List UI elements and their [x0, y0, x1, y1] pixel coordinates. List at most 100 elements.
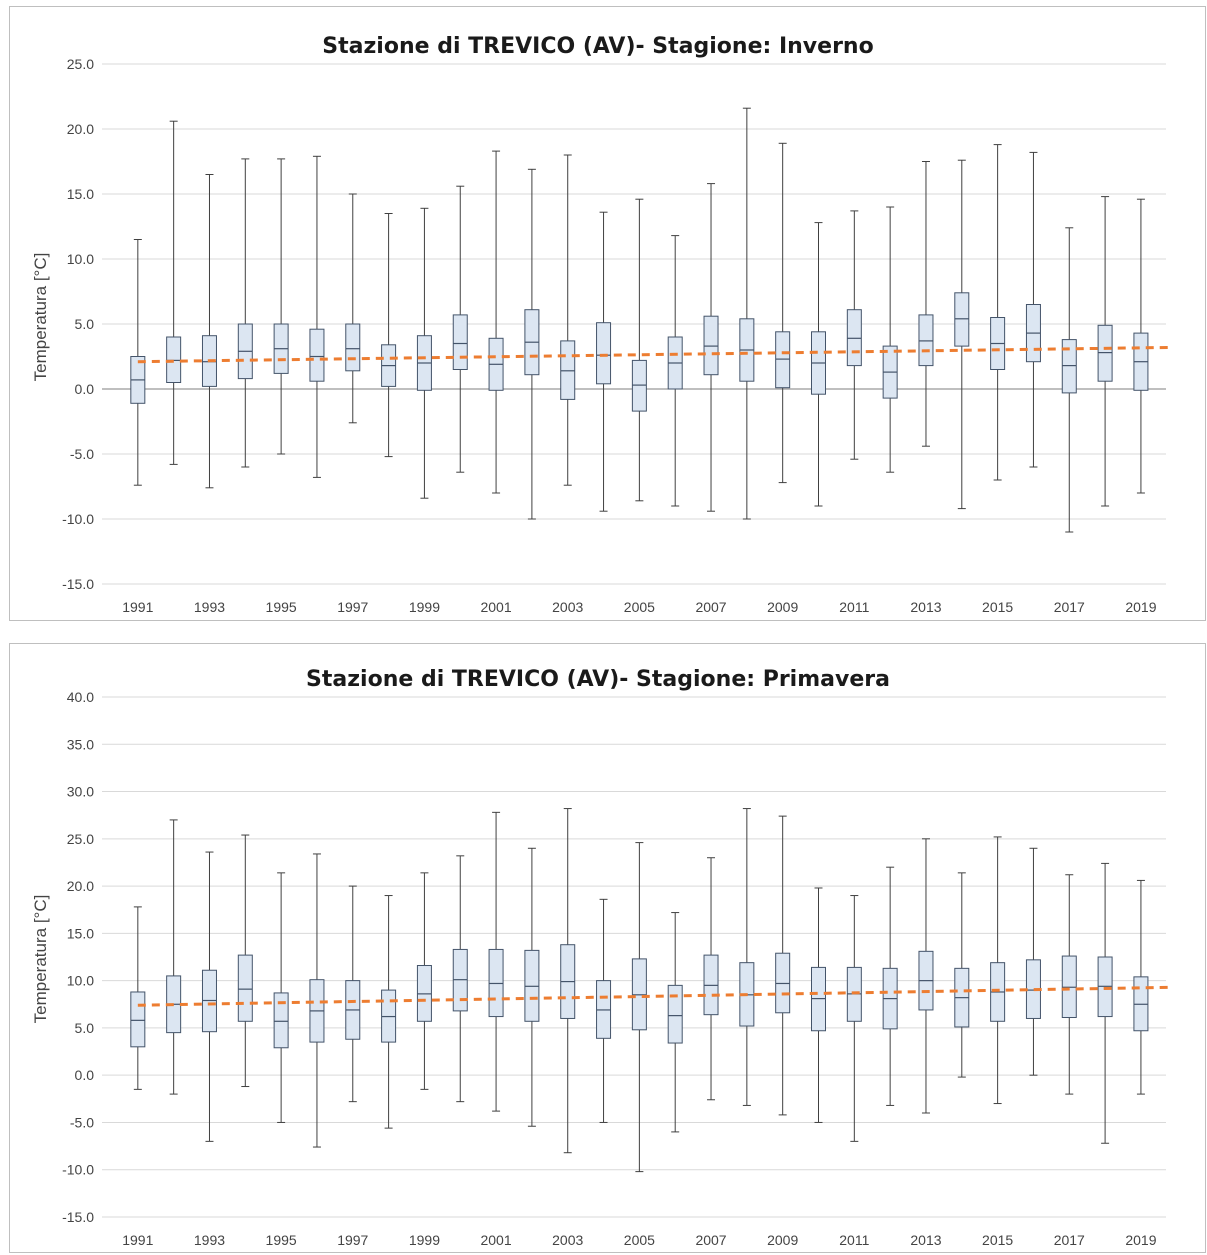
- box-iqr: [703, 315, 719, 376]
- x-tick-label: 2015: [982, 1232, 1013, 1248]
- box-iqr: [273, 992, 289, 1049]
- chart-inverno: Stazione di TREVICO (AV)- Stagione: Inve…: [31, 34, 1174, 615]
- box-1999: [416, 872, 432, 1090]
- box-2009: [775, 815, 791, 1116]
- box-1999: [416, 207, 432, 499]
- x-tick-label: 2011: [839, 1232, 869, 1248]
- box-2001: [488, 150, 504, 494]
- box-2019: [1133, 879, 1149, 1095]
- box-2013: [918, 838, 934, 1114]
- x-tick-label: 1997: [337, 599, 368, 615]
- chart-title: Stazione di TREVICO (AV)- Stagione: Prim…: [306, 667, 890, 692]
- chart-primavera: Stazione di TREVICO (AV)- Stagione: Prim…: [31, 667, 1174, 1248]
- x-tick-label: 2015: [982, 599, 1013, 615]
- box-1993: [201, 851, 217, 1142]
- y-tick-label: 40.0: [67, 689, 94, 705]
- box-2004: [596, 898, 612, 1123]
- x-tick-label: 1999: [409, 1232, 440, 1248]
- box-iqr: [345, 323, 361, 372]
- trend-line: [137, 985, 1174, 1007]
- box-iqr: [1061, 339, 1077, 394]
- chart-title: Stazione di TREVICO (AV)- Stagione: Inve…: [322, 34, 873, 59]
- y-tick-label: -10.0: [62, 1162, 94, 1178]
- y-tick-label: 15.0: [67, 925, 94, 941]
- box-1991: [130, 906, 146, 1090]
- box-2004: [596, 211, 612, 512]
- box-iqr: [237, 954, 253, 1022]
- y-tick-label: 35.0: [67, 736, 94, 752]
- y-tick-label: -15.0: [62, 1209, 94, 1225]
- box-2012: [882, 206, 898, 473]
- y-tick-label: 20.0: [67, 121, 94, 137]
- box-2012: [882, 866, 898, 1106]
- x-tick-label: 1999: [409, 599, 440, 615]
- box-2002: [524, 847, 540, 1127]
- box-iqr: [560, 340, 576, 400]
- x-tick-label: 2007: [695, 1232, 726, 1248]
- x-tick-label: 1993: [194, 599, 225, 615]
- box-2016: [1025, 847, 1041, 1076]
- box-1994: [237, 834, 253, 1088]
- y-tick-label: 5.0: [75, 1020, 95, 1036]
- y-tick-label: 0.0: [75, 381, 95, 397]
- box-2008: [739, 107, 755, 520]
- box-2003: [560, 154, 576, 486]
- x-tick-label: 2013: [910, 1232, 941, 1248]
- x-tick-label: 2007: [695, 599, 726, 615]
- box-iqr: [452, 314, 468, 370]
- box-2006: [667, 912, 683, 1133]
- x-tick-label: 2003: [552, 1232, 583, 1248]
- box-2009: [775, 142, 791, 484]
- y-tick-label: 10.0: [67, 973, 94, 989]
- y-axis-title: Temperatura [°C]: [31, 895, 50, 1024]
- box-2005: [631, 198, 647, 502]
- box-iqr: [309, 328, 325, 382]
- y-axis-title: Temperatura [°C]: [31, 253, 50, 382]
- x-tick-label: 1993: [194, 1232, 225, 1248]
- x-tick-label: 1995: [266, 1232, 297, 1248]
- trend-line: [137, 345, 1174, 364]
- y-tick-label: 30.0: [67, 784, 94, 800]
- box-1995: [273, 158, 289, 455]
- box-1995: [273, 872, 289, 1123]
- y-tick-label: -10.0: [62, 511, 94, 527]
- y-tick-label: 25.0: [67, 56, 94, 72]
- box-2008: [739, 808, 755, 1106]
- box-iqr: [954, 292, 970, 347]
- box-iqr: [775, 331, 791, 389]
- box-2018: [1097, 196, 1113, 507]
- box-1998: [381, 895, 397, 1129]
- x-tick-label: 2001: [480, 599, 511, 615]
- box-iqr: [130, 991, 146, 1048]
- box-2014: [954, 159, 970, 510]
- box-2015: [990, 144, 1006, 481]
- y-tick-label: 25.0: [67, 831, 94, 847]
- box-2019: [1133, 198, 1149, 494]
- box-2001: [488, 811, 504, 1112]
- box-1998: [381, 213, 397, 458]
- box-2014: [954, 872, 970, 1078]
- box-1992: [166, 120, 182, 465]
- y-tick-label: 5.0: [75, 316, 95, 332]
- box-2000: [452, 855, 468, 1103]
- box-iqr: [596, 322, 612, 385]
- y-tick-label: -15.0: [62, 576, 94, 592]
- y-tick-label: -5.0: [70, 1114, 94, 1130]
- box-2016: [1025, 151, 1041, 468]
- x-tick-label: 1991: [122, 599, 153, 615]
- box-1992: [166, 819, 182, 1095]
- box-1996: [309, 853, 325, 1148]
- box-2017: [1061, 227, 1077, 533]
- x-tick-label: 2005: [624, 1232, 655, 1248]
- box-iqr: [846, 309, 862, 367]
- box-2007: [703, 183, 719, 512]
- box-iqr: [918, 314, 934, 367]
- chart-panel-inverno: Stazione di TREVICO (AV)- Stagione: Inve…: [9, 6, 1206, 621]
- box-2000: [452, 185, 468, 473]
- box-2011: [846, 210, 862, 460]
- x-tick-label: 2019: [1125, 599, 1156, 615]
- x-tick-label: 2009: [767, 599, 798, 615]
- y-tick-label: 20.0: [67, 878, 94, 894]
- box-1994: [237, 158, 253, 468]
- box-2010: [810, 222, 826, 507]
